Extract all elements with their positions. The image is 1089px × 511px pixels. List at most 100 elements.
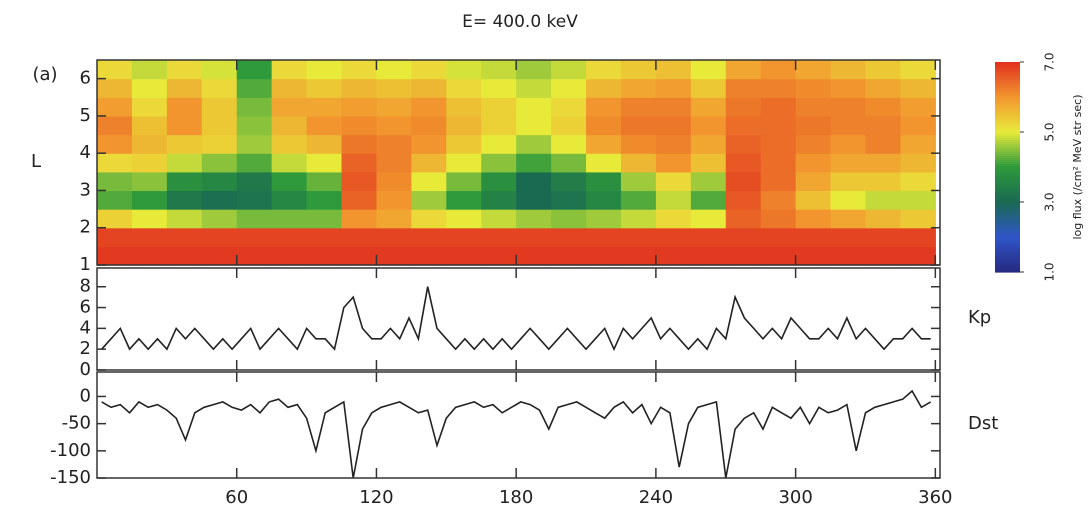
- heatmap-cell: [166, 60, 203, 80]
- heatmap-cell: [236, 227, 273, 247]
- heatmap-cell: [166, 246, 203, 266]
- heatmap-cell: [97, 78, 133, 98]
- heatmap-cell: [655, 153, 692, 173]
- heatmap-cell: [376, 190, 412, 210]
- heatmap-cell: [830, 227, 867, 247]
- heatmap-cell: [900, 227, 936, 247]
- heatmap-cell: [795, 97, 832, 117]
- heatmap-cell: [516, 246, 552, 266]
- colorbar-step: [995, 228, 1020, 231]
- y-tick-label: -50: [62, 413, 91, 434]
- colorbar-step: [995, 100, 1020, 103]
- panel-label: (a): [32, 64, 57, 85]
- heatmap-cell: [795, 60, 832, 80]
- heatmap-cell: [516, 134, 552, 154]
- heatmap-cell: [271, 134, 308, 154]
- colorbar-step: [995, 162, 1020, 165]
- heatmap-cell: [620, 115, 657, 136]
- heatmap-cell: [586, 209, 622, 229]
- heatmap-cell: [655, 171, 692, 192]
- colorbar-step: [995, 94, 1020, 97]
- colorbar-step: [995, 136, 1020, 139]
- colorbar-step: [995, 258, 1020, 261]
- colorbar-step: [995, 150, 1020, 153]
- heatmap-cell: [97, 134, 133, 154]
- heatmap-cell: [446, 134, 482, 154]
- x-tick-label: 300: [778, 487, 812, 508]
- heatmap-cell: [725, 78, 762, 98]
- heatmap-cell: [341, 115, 378, 136]
- colorbar-step: [995, 82, 1020, 85]
- colorbar-step: [995, 172, 1020, 175]
- heatmap-cell: [201, 78, 238, 98]
- colorbar-step: [995, 212, 1020, 215]
- heatmap-cell: [481, 97, 517, 117]
- heatmap-cell: [516, 153, 552, 173]
- colorbar-step: [995, 238, 1020, 241]
- heatmap-cell: [795, 246, 832, 266]
- colorbar-step: [995, 176, 1020, 179]
- heatmap-cell: [690, 246, 727, 266]
- heatmap-cell: [131, 190, 168, 210]
- heatmap-cell: [551, 227, 587, 247]
- heatmap-cell: [481, 190, 517, 210]
- colorbar-step: [995, 102, 1020, 105]
- heatmap-cell: [865, 153, 902, 173]
- colorbar-step: [995, 230, 1020, 233]
- heatmap-cell: [481, 171, 517, 192]
- data-line: [101, 389, 932, 479]
- colorbar-step: [995, 108, 1020, 111]
- colorbar-tick-label: 7.0: [1043, 52, 1057, 71]
- heatmap-cell: [236, 78, 273, 98]
- heatmap-cell: [131, 115, 168, 136]
- colorbar-step: [995, 220, 1020, 223]
- heatmap-cell: [620, 190, 657, 210]
- heatmap-cell: [131, 171, 168, 192]
- heatmap-cell: [795, 78, 832, 98]
- x-tick-label: 240: [639, 487, 673, 508]
- heatmap-cell: [481, 227, 517, 247]
- colorbar-step: [995, 226, 1020, 229]
- y-tick-label: 0: [80, 359, 91, 380]
- colorbar-step: [995, 182, 1020, 185]
- heatmap-cell: [446, 190, 482, 210]
- heatmap-cell: [551, 60, 587, 80]
- heatmap-cell: [411, 60, 447, 80]
- heatmap-cell: [236, 97, 273, 117]
- colorbar-step: [995, 118, 1020, 121]
- heatmap-cell: [725, 209, 762, 229]
- colorbar-step: [995, 222, 1020, 225]
- colorbar-step: [995, 236, 1020, 239]
- heatmap-cell: [341, 209, 378, 229]
- heatmap-cell: [900, 134, 936, 154]
- y-tick-label: 2: [80, 217, 91, 238]
- heatmap-cell: [166, 171, 203, 192]
- heatmap-cell: [690, 227, 727, 247]
- y-tick-label: 4: [80, 317, 91, 338]
- heatmap-cell: [376, 78, 412, 98]
- colorbar-step: [995, 96, 1020, 99]
- colorbar-step: [995, 252, 1020, 255]
- heatmap-cell: [620, 209, 657, 229]
- y-tick-label: 1: [80, 254, 91, 275]
- heatmap-cell: [341, 78, 378, 98]
- colorbar-step: [995, 260, 1020, 263]
- panel-frame: [96, 371, 941, 479]
- heatmap-cell: [341, 190, 378, 210]
- y-tick-label: 5: [80, 105, 91, 126]
- colorbar-step: [995, 178, 1020, 181]
- colorbar-step: [995, 188, 1020, 191]
- heatmap-cell: [411, 97, 447, 117]
- heatmap-cell: [166, 97, 203, 117]
- heatmap-cell: [865, 246, 902, 266]
- heatmap-cell: [131, 227, 168, 247]
- heatmap-cell: [551, 171, 587, 192]
- heatmap-cell: [690, 60, 727, 80]
- heatmap-cell: [446, 227, 482, 247]
- heatmap-cell: [411, 115, 447, 136]
- colorbar-tick-label: 3.0: [1043, 192, 1057, 211]
- colorbar-step: [995, 70, 1020, 73]
- heatmap-cell: [690, 78, 727, 98]
- heatmap-cell: [830, 171, 867, 192]
- heatmap-cell: [725, 246, 762, 266]
